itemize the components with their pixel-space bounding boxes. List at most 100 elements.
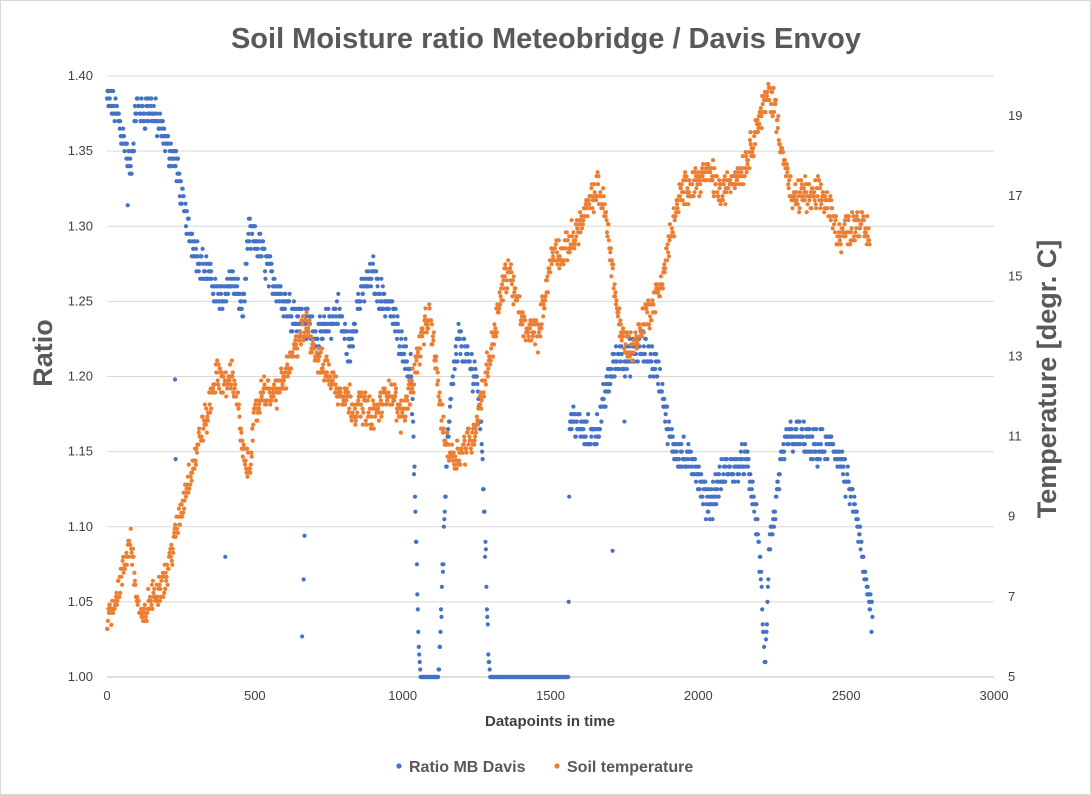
ratio-point xyxy=(183,224,189,229)
temperature-point xyxy=(288,366,294,371)
ratio-point xyxy=(411,419,416,424)
ratio-point xyxy=(760,607,765,612)
ratio-point xyxy=(772,509,778,514)
temperature-point xyxy=(472,434,478,439)
ratio-point xyxy=(752,509,757,514)
temperature-point xyxy=(710,178,715,183)
temperature-point xyxy=(144,618,149,624)
temperature-point xyxy=(579,226,585,231)
temperature-point xyxy=(228,386,233,391)
ratio-point xyxy=(665,404,670,409)
ratio-point xyxy=(743,442,748,447)
ratio-point xyxy=(473,366,478,372)
ratio-point xyxy=(374,269,379,274)
temperature-point xyxy=(619,338,624,343)
temperature-point xyxy=(664,246,669,251)
ratio-point xyxy=(655,374,660,379)
ratio-point xyxy=(781,442,786,447)
temperature-point xyxy=(205,414,210,419)
ratio-point xyxy=(588,442,593,447)
temperature-point xyxy=(164,578,169,583)
temperature-point xyxy=(119,574,124,579)
temperature-point xyxy=(675,198,681,203)
ratio-point xyxy=(854,509,859,514)
ratio-point xyxy=(410,396,415,402)
temperature-point xyxy=(181,510,186,515)
temperature-point xyxy=(287,354,292,359)
temperature-point xyxy=(520,310,525,315)
temperature-point xyxy=(390,402,395,407)
temperature-point xyxy=(681,190,686,195)
temperature-point xyxy=(316,346,321,351)
ratio-point xyxy=(815,464,820,469)
temperature-point xyxy=(265,398,270,403)
x-tick-label: 500 xyxy=(244,688,266,703)
ratio-point xyxy=(687,464,692,469)
temperature-point xyxy=(508,262,514,267)
temperature-point xyxy=(573,222,578,227)
temperature-point xyxy=(670,230,675,235)
temperature-point xyxy=(606,238,612,243)
outlier-point xyxy=(622,419,627,424)
temperature-point xyxy=(544,278,550,283)
ratio-point xyxy=(662,396,667,402)
temperature-point xyxy=(145,610,150,616)
ratio-point xyxy=(178,179,183,184)
ratio-point xyxy=(789,427,794,432)
ratio-point xyxy=(781,449,787,454)
ratio-point xyxy=(391,314,396,319)
temperature-point xyxy=(690,182,695,187)
temperature-point xyxy=(744,154,749,159)
ratio-point xyxy=(612,351,617,357)
temperature-point xyxy=(720,198,726,203)
temperature-point xyxy=(371,426,376,431)
temperature-point xyxy=(156,574,162,579)
temperature-point xyxy=(479,398,484,403)
temperature-point xyxy=(267,386,272,391)
temperature-point xyxy=(409,378,414,383)
temperature-point xyxy=(824,190,830,195)
ratio-point xyxy=(643,336,648,341)
temperature-point xyxy=(858,226,863,231)
ratio-point xyxy=(410,412,415,417)
temperature-point xyxy=(751,146,756,151)
temperature-point xyxy=(838,234,843,239)
temperature-point xyxy=(498,294,503,299)
temperature-point xyxy=(346,390,351,395)
temperature-point xyxy=(716,194,721,199)
temperature-point xyxy=(846,218,851,223)
temperature-point xyxy=(751,154,756,159)
ratio-point xyxy=(388,314,393,319)
temperature-point xyxy=(803,174,808,179)
temperature-point xyxy=(604,218,609,223)
temperature-point xyxy=(410,366,415,371)
ratio-point xyxy=(686,442,691,447)
ratio-point xyxy=(856,539,861,544)
ratio-point xyxy=(190,231,195,236)
ratio-point xyxy=(777,472,782,477)
temperature-point xyxy=(437,398,443,403)
ratio-point xyxy=(800,434,806,439)
x-tick-label: 1000 xyxy=(388,688,417,703)
temperature-point xyxy=(812,198,817,203)
temperature-point xyxy=(752,134,757,139)
ratio-point xyxy=(754,502,759,507)
ratio-point xyxy=(777,487,782,492)
ratio-point xyxy=(758,554,763,559)
temperature-point xyxy=(462,434,467,439)
temperature-point xyxy=(813,202,818,207)
ratio-point xyxy=(848,494,853,499)
temperature-point xyxy=(394,418,399,423)
temperature-point xyxy=(565,258,570,263)
temperature-point xyxy=(462,438,467,443)
ratio-point xyxy=(865,584,870,589)
ratio-point xyxy=(279,291,284,296)
temperature-point xyxy=(287,370,292,375)
ratio-point xyxy=(411,472,417,477)
temperature-point xyxy=(547,266,552,271)
temperature-point xyxy=(382,386,387,391)
temperature-point xyxy=(450,454,455,459)
temperature-point xyxy=(653,310,658,315)
ratio-point xyxy=(149,96,154,101)
ratio-point xyxy=(771,524,777,529)
